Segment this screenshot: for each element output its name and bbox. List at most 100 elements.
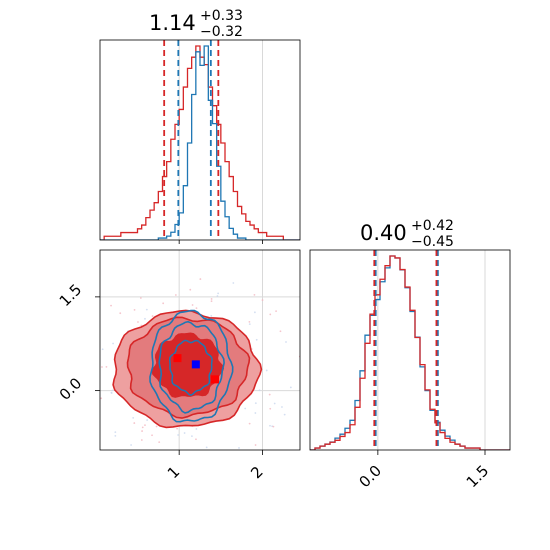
title-value-1: 0.40 [360,221,407,245]
scatter-point [133,308,136,311]
scatter-point [130,444,133,446]
scatter-point [111,389,114,392]
scatter-point [114,431,117,434]
scatter-point [253,311,256,314]
scatter-point [210,300,213,303]
scatter-point [254,402,257,405]
scatter-point [248,320,251,323]
panel-title-1: 0.40 +0.42−0.45 [360,218,454,250]
scatter-point [216,295,219,297]
scatter-point [155,425,158,428]
scatter-point [258,389,261,392]
hist-param2-frame [309,249,511,451]
marker-1 [173,354,182,363]
joint-panel [88,250,308,456]
scatter-point [195,307,198,310]
scatter-point [301,367,303,369]
scatter-point [101,348,104,351]
hist-param2-panel [310,250,510,450]
scatter-point [183,432,186,434]
scatter-point [269,424,271,427]
scatter-point [191,304,194,306]
hist-param1-panel [100,40,300,240]
contour-series-a-inner [168,339,213,397]
scatter-point [100,397,103,400]
scatter-point [205,446,208,449]
scatter-point [285,341,287,343]
scatter-point [133,422,136,424]
scatter-point [191,435,193,438]
scatter-point [151,315,154,317]
scatter-point [151,434,153,437]
hist-param2-series-b [310,255,510,450]
scatter-point [304,371,306,373]
scatter-point [119,312,122,315]
scatter-point [253,293,256,296]
hist-param1-series-a [100,45,300,240]
contour-series-a-middle [158,320,225,414]
scatter-point [219,451,221,453]
title-value-0: 1.14 [149,11,196,35]
scatter-point [275,310,277,313]
scatter-point [244,407,247,410]
scatter-point [189,288,192,291]
scatter-point [195,438,197,441]
scatter-point [92,370,94,372]
tick-label-param1-x-0: 1 [164,463,183,482]
tick-label-param2-x-0: 0.0 [356,462,386,492]
tick-label-param2-y-0: 0.0 [56,374,86,404]
scatter-point [195,428,198,430]
scatter-point [301,366,303,368]
hist-param1-series-b [100,45,300,240]
scatter-point [174,454,176,456]
scatter-point [98,423,100,425]
scatter-point [88,334,90,336]
scatter-point [158,441,161,443]
scatter-point [281,406,283,408]
panel-title-0: 1.14 +0.33−0.32 [149,8,243,40]
title-upper-0: +0.33 [200,8,243,24]
scatter-point [217,292,220,295]
scatter-point [238,447,240,449]
joint-frame [99,249,301,451]
scatter-point [114,434,117,437]
scatter-point [269,407,272,410]
tick-label-param2-x-1: 1.5 [463,462,493,492]
tick-label-param2-y-1: 1.5 [56,281,86,311]
scatter-point [141,430,143,432]
scatter-point [141,426,144,429]
scatter-point [174,294,177,296]
hist-param1-frame [99,39,301,241]
marker-0 [191,360,200,369]
scatter-point [139,297,142,299]
scatter-point [289,386,292,389]
scatter-point [255,338,258,341]
scatter-point [254,444,257,446]
scatter-point [112,342,115,345]
scatter-point [110,304,112,307]
scatter-point [132,416,135,419]
scatter-point [140,439,143,441]
title-lower-0: −0.32 [200,24,243,40]
scatter-point [176,427,179,430]
scatter-point [137,321,139,323]
scatter-point [199,278,202,280]
scatter-point [273,402,276,405]
scatter-point [272,425,275,428]
scatter-point [268,393,271,396]
tick-label-param1-x-1: 2 [247,463,266,482]
scatter-point [101,366,103,368]
scatter-point [306,376,308,378]
scatter-point [177,434,180,436]
scatter-point [210,315,213,317]
scatter-point [265,369,268,372]
scatter-point [254,412,257,414]
scatter-point [248,323,251,326]
scatter-point [145,308,148,311]
scatter-point [174,453,176,455]
scatter-point [162,302,165,305]
scatter-point [301,392,303,394]
scatter-point [110,392,113,394]
hist-param2-series-a [310,255,510,450]
